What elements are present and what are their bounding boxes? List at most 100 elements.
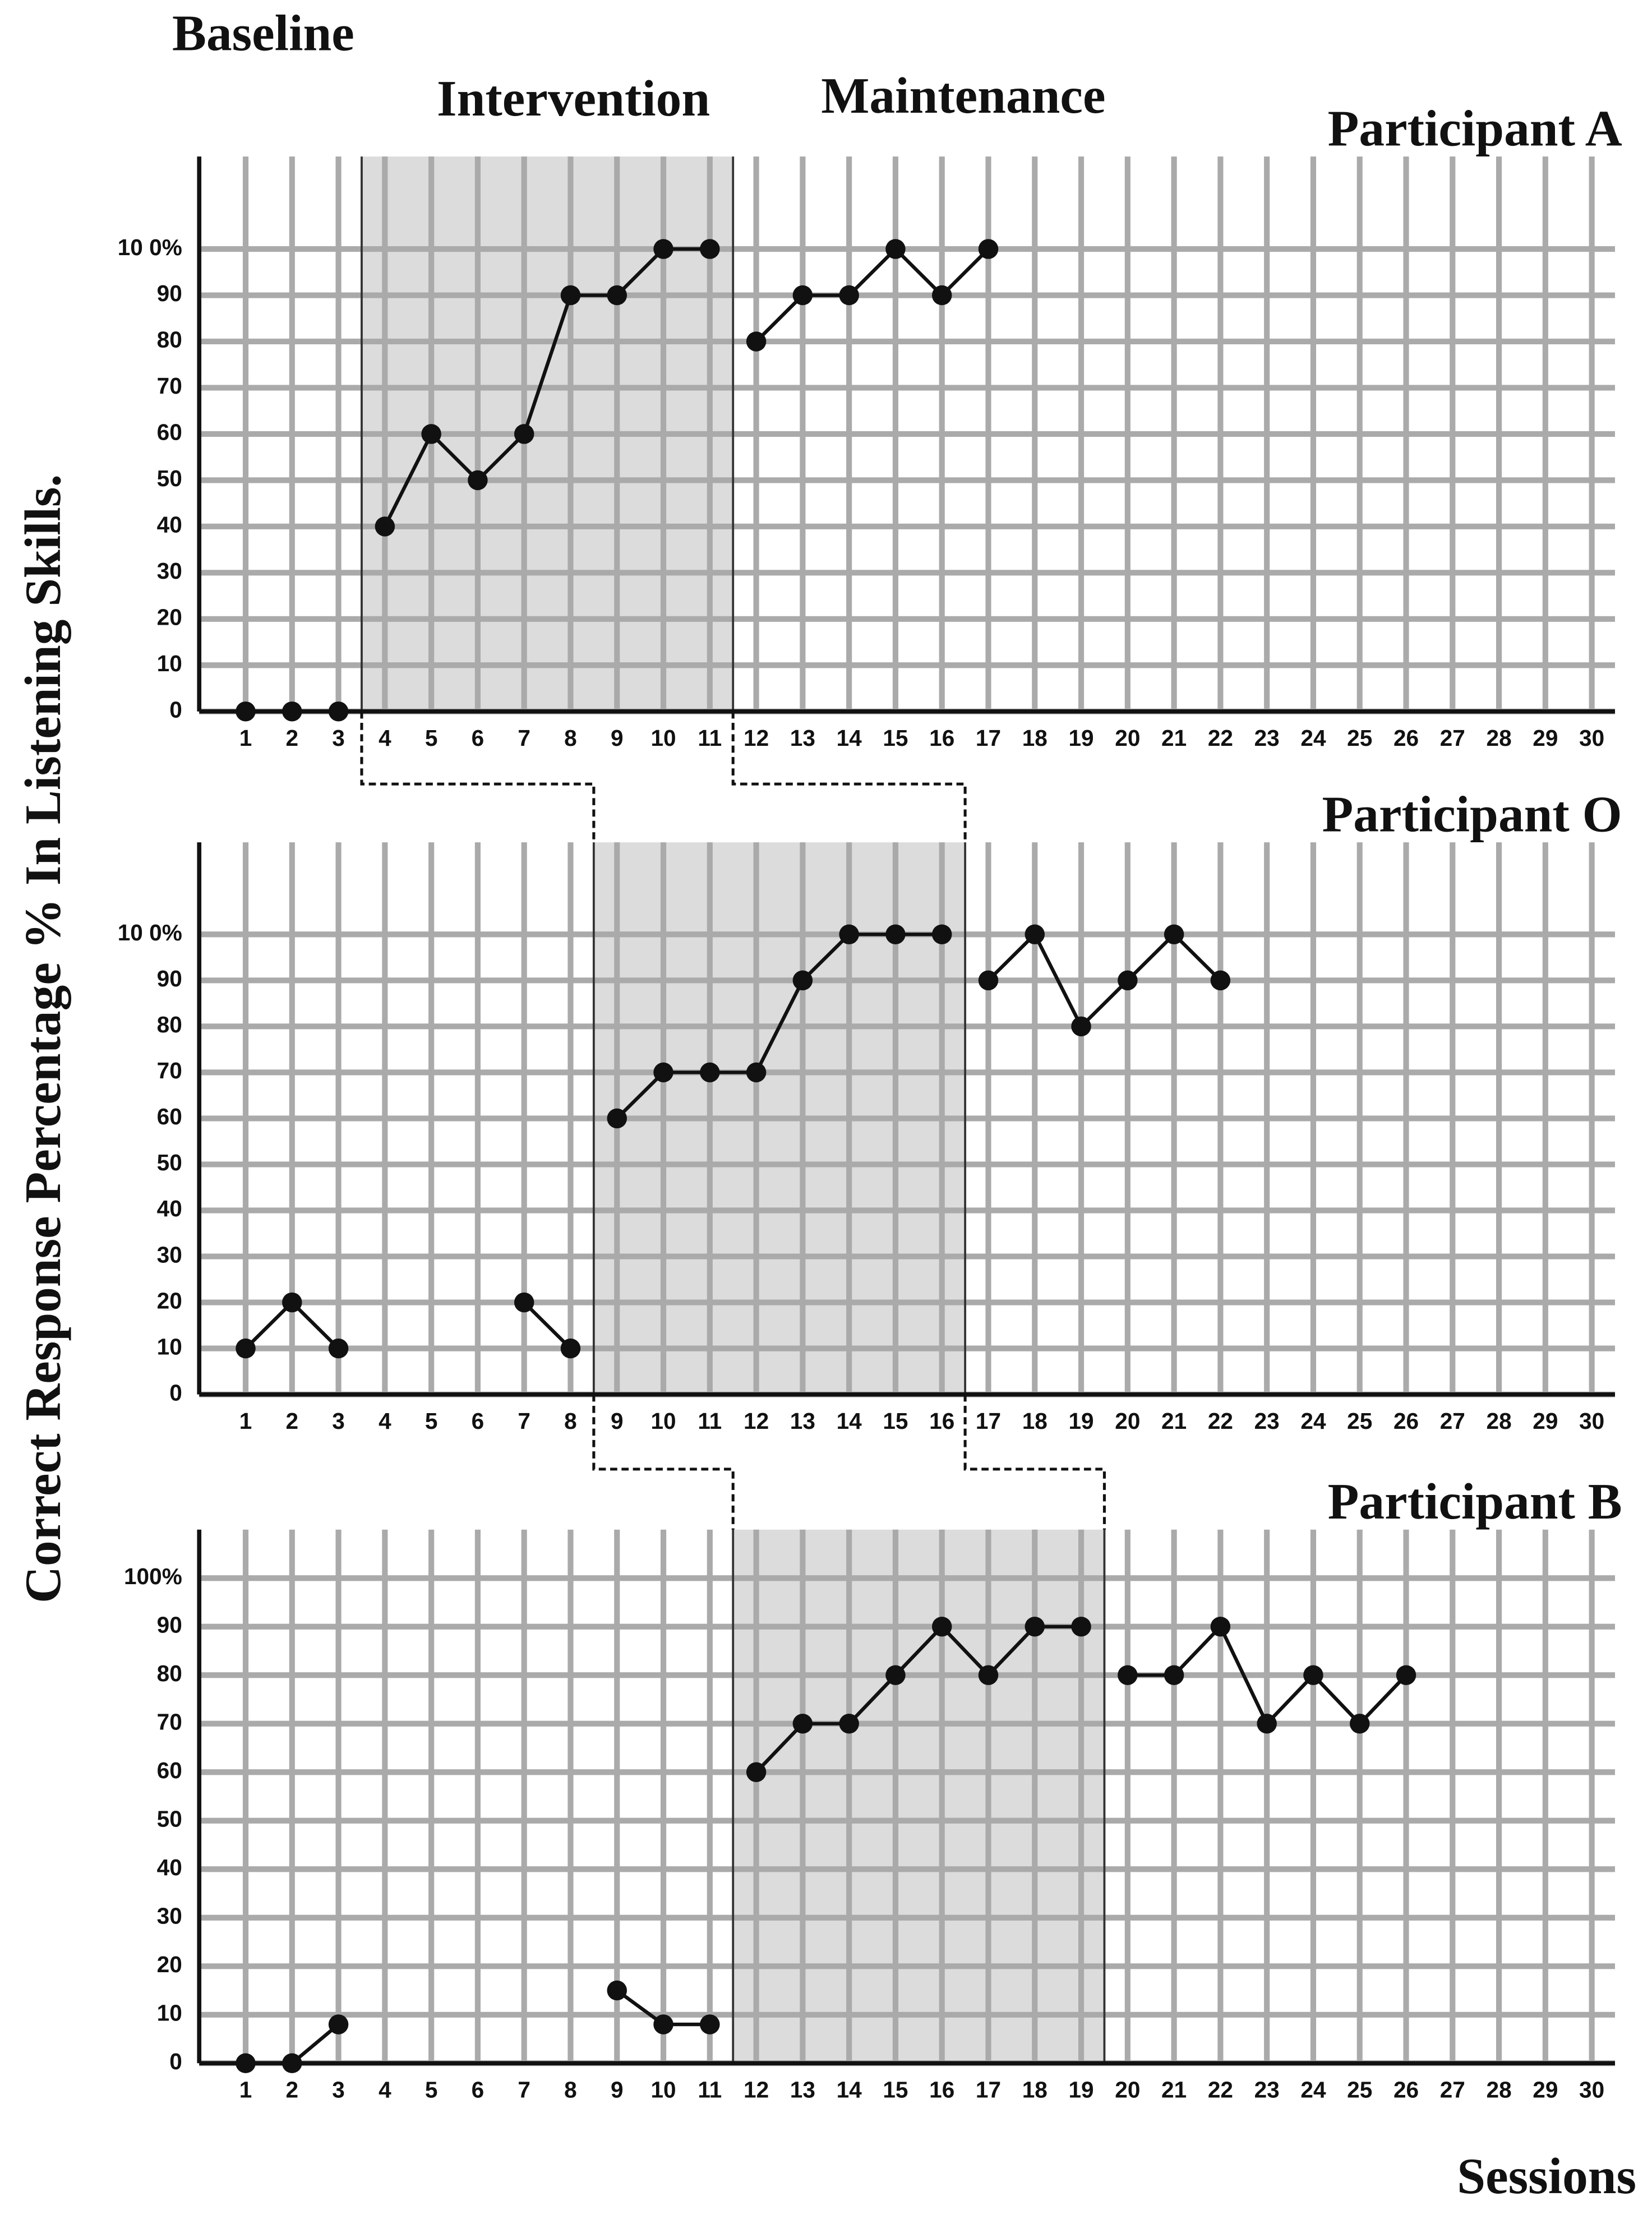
data-point — [1118, 970, 1138, 991]
data-point — [839, 285, 859, 306]
x-tick-label: 15 — [883, 1408, 908, 1434]
x-tick-label: 2 — [286, 725, 299, 751]
panel-title: Participant B — [1328, 1473, 1622, 1530]
x-tick-label: 5 — [425, 2077, 438, 2103]
x-tick-label: 17 — [976, 725, 1001, 751]
x-tick-label: 8 — [564, 725, 577, 751]
x-tick-label: 25 — [1347, 1408, 1372, 1434]
y-tick-label: 40 — [157, 1196, 182, 1221]
x-tick-label: 30 — [1579, 725, 1604, 751]
x-tick-label: 23 — [1254, 1408, 1280, 1434]
x-tick-label: 16 — [929, 725, 954, 751]
y-tick-label: 50 — [157, 1806, 182, 1831]
data-point — [514, 424, 534, 444]
x-tick-label: 21 — [1161, 725, 1187, 751]
phase-connector — [731, 711, 967, 843]
x-tick-label: 11 — [698, 725, 722, 751]
x-tick-label: 6 — [472, 1408, 484, 1434]
x-tick-label: 20 — [1115, 1408, 1140, 1434]
x-tick-label: 23 — [1254, 2077, 1280, 2103]
data-point — [746, 331, 767, 352]
y-tick-label: 40 — [157, 1854, 182, 1880]
y-tick-label: 20 — [157, 1951, 182, 1977]
data-point — [746, 1062, 767, 1083]
data-point — [607, 1108, 627, 1129]
x-tick-label: 18 — [1022, 1408, 1048, 1434]
data-point — [700, 1062, 720, 1083]
x-tick-label: 30 — [1579, 2077, 1604, 2103]
data-line — [987, 931, 1222, 1030]
x-tick-label: 27 — [1440, 1408, 1465, 1434]
x-tick-label: 6 — [472, 2077, 484, 2103]
y-tick-label: 0 — [169, 696, 182, 722]
x-tick-label: 23 — [1254, 725, 1280, 751]
x-tick-label: 7 — [518, 1408, 530, 1434]
data-point — [514, 1292, 534, 1313]
y-tick-label: 100% — [124, 1563, 182, 1589]
data-point — [885, 239, 906, 259]
y-tick-label: 10 — [157, 650, 182, 676]
phase-label: Intervention — [437, 70, 710, 127]
data-point — [421, 424, 441, 444]
x-tick-label: 29 — [1533, 1408, 1558, 1434]
data-point — [1118, 1665, 1138, 1686]
data-point — [792, 970, 813, 991]
x-tick-label: 15 — [883, 2077, 908, 2103]
data-point — [700, 239, 720, 259]
data-point — [839, 924, 859, 945]
x-tick-label: 18 — [1022, 725, 1048, 751]
x-tick-label: 8 — [564, 2077, 577, 2103]
x-tick-label: 22 — [1208, 725, 1233, 751]
data-point — [328, 2014, 349, 2034]
data-point — [978, 1665, 999, 1686]
data-point — [1164, 1665, 1184, 1686]
x-axis-label: Sessions — [1457, 2148, 1636, 2204]
data-point — [653, 1062, 673, 1083]
x-tick-label: 7 — [518, 725, 530, 751]
data-line — [523, 1301, 572, 1350]
data-point — [1210, 1616, 1231, 1637]
data-point — [1257, 1713, 1277, 1734]
y-tick-label: 0 — [169, 1379, 182, 1405]
y-tick-label: 10 0% — [118, 920, 182, 945]
x-tick-label: 26 — [1393, 1408, 1419, 1434]
x-tick-label: 22 — [1208, 1408, 1233, 1434]
data-point — [931, 285, 952, 306]
x-tick-label: 17 — [976, 2077, 1001, 2103]
y-tick-label: 80 — [157, 1660, 182, 1686]
data-point — [978, 970, 999, 991]
x-tick-label: 25 — [1347, 725, 1372, 751]
x-tick-label: 19 — [1068, 725, 1093, 751]
y-tick-label: 10 0% — [118, 234, 182, 260]
x-tick-label: 9 — [611, 1408, 624, 1434]
phase-connector — [963, 1394, 1106, 1530]
data-point — [607, 285, 627, 306]
x-tick-label: 27 — [1440, 725, 1465, 751]
x-tick-label: 13 — [790, 1408, 815, 1434]
y-tick-label: 30 — [157, 1903, 182, 1928]
phase-shade — [733, 1529, 1105, 2064]
x-tick-label: 9 — [611, 725, 624, 751]
y-tick-label: 30 — [157, 1242, 182, 1267]
x-tick-label: 28 — [1487, 725, 1512, 751]
y-axis-label: Correct Response Percentage % In Listeni… — [15, 474, 71, 1603]
y-tick-label: 60 — [157, 1104, 182, 1129]
panel-title: Participant O — [1322, 786, 1622, 843]
data-point — [653, 2014, 673, 2034]
x-tick-label: 21 — [1161, 2077, 1187, 2103]
x-tick-label: 14 — [837, 2077, 862, 2103]
y-tick-label: 10 — [157, 2000, 182, 2025]
data-point — [282, 2053, 302, 2074]
x-tick-label: 9 — [611, 2077, 624, 2103]
x-tick-label: 1 — [239, 2077, 252, 2103]
data-point — [978, 239, 999, 259]
data-point — [1071, 1016, 1091, 1037]
x-tick-label: 29 — [1533, 725, 1558, 751]
x-tick-label: 12 — [744, 725, 769, 751]
data-point — [236, 701, 256, 722]
x-tick-label: 21 — [1161, 1408, 1187, 1434]
x-tick-label: 24 — [1300, 1408, 1326, 1434]
x-tick-label: 4 — [379, 2077, 391, 2103]
x-tick-label: 18 — [1022, 2077, 1048, 2103]
